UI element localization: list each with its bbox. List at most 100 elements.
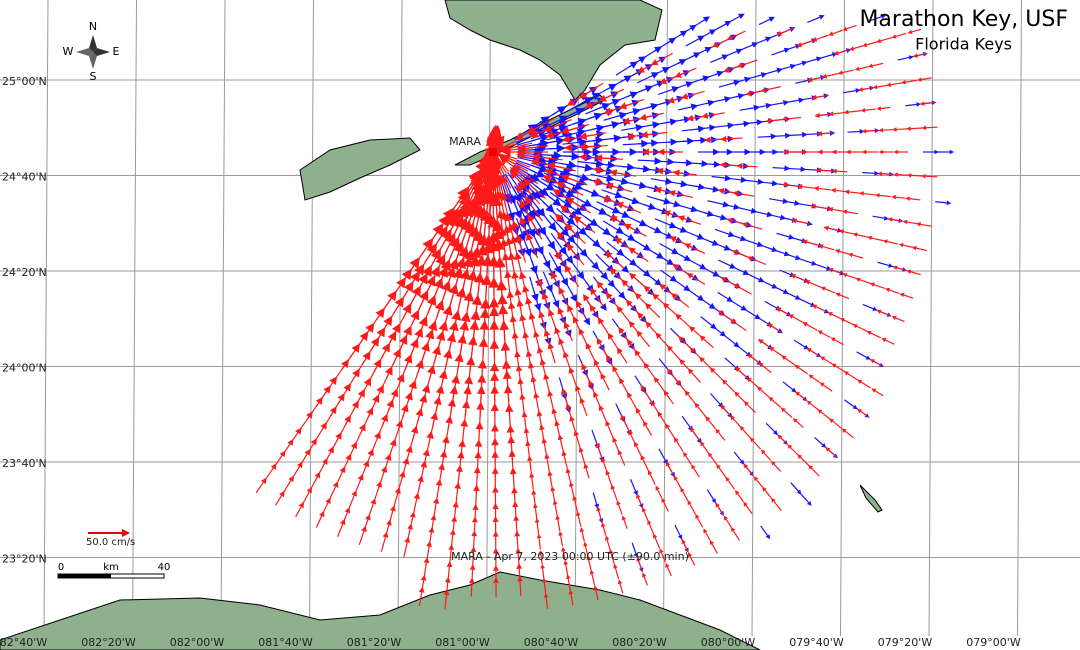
lat-label: 24°40'N (2, 171, 47, 184)
vector-head (811, 304, 818, 310)
lon-label: 079°20'W (878, 636, 933, 649)
vector-head (552, 499, 558, 505)
vector-shaft (906, 221, 918, 225)
vector-shaft (734, 321, 747, 332)
vector-head (500, 211, 509, 220)
vector-shaft (747, 224, 763, 230)
current-vector (533, 503, 538, 520)
vector-shaft (609, 207, 624, 215)
current-vector (678, 335, 693, 350)
vector-head (908, 55, 914, 60)
vector-head (628, 429, 634, 436)
vector-head (499, 320, 510, 331)
vector-head (573, 215, 582, 224)
vector-shaft (650, 69, 664, 77)
vector-shaft (336, 523, 344, 538)
vector-shaft (832, 269, 843, 275)
vector-shaft (745, 272, 760, 281)
vector-shaft (623, 519, 628, 530)
vector-shaft (768, 198, 784, 202)
current-vector (810, 204, 829, 210)
vector-shaft (567, 217, 582, 231)
lon-label: 081°20'W (347, 636, 402, 649)
current-vector (595, 442, 603, 459)
current-vector (783, 200, 801, 206)
vector-head (491, 437, 499, 446)
vector-shaft (619, 453, 626, 466)
vector-head (438, 369, 448, 380)
vector-shaft (681, 415, 691, 428)
vector-head (470, 546, 477, 553)
vector-shaft (639, 334, 651, 348)
vector-shaft (757, 135, 771, 138)
vector-head (859, 191, 865, 196)
vector-head (399, 334, 408, 345)
vector-head (730, 526, 736, 533)
vector-head (367, 448, 374, 457)
vector-head (463, 290, 475, 302)
vector-head (652, 293, 660, 301)
vector-shaft (917, 52, 928, 57)
current-vector (746, 377, 759, 389)
vector-head (737, 13, 745, 20)
vector-head (636, 493, 641, 499)
vector-head (376, 384, 384, 394)
vector-shaft (862, 87, 873, 91)
vector-shaft (910, 127, 923, 130)
current-vector (881, 337, 895, 345)
lon-line (132, 0, 137, 637)
vector-shaft (889, 289, 900, 294)
vector-head (782, 149, 789, 155)
vector-head (518, 271, 527, 280)
vector-head (867, 235, 873, 241)
vector-shaft (687, 90, 705, 97)
current-vector (870, 14, 887, 22)
vector-head (811, 36, 818, 42)
vector-head (546, 161, 556, 171)
current-vector (683, 451, 692, 465)
vector-shaft (637, 159, 655, 162)
current-vector (788, 314, 805, 324)
lon-label: 082°20'W (81, 636, 136, 649)
vector-head (650, 400, 656, 407)
vector-head (792, 418, 798, 423)
vector-head (409, 511, 416, 518)
vector-head (279, 490, 285, 498)
vector-shaft (921, 77, 932, 81)
vector-shaft (546, 458, 551, 473)
vector-head (737, 62, 744, 68)
vector-shaft (725, 519, 732, 529)
lat-label: 24°20'N (2, 266, 47, 279)
current-vector (821, 72, 840, 79)
vector-head (816, 131, 823, 137)
current-vector (600, 372, 610, 391)
vector-shaft (605, 176, 622, 182)
vector-shaft (523, 214, 532, 231)
scale: 50.0 cm/s 0 km 40 (57, 529, 170, 579)
vector-head (426, 294, 437, 306)
vector-shaft (607, 425, 614, 439)
vector-head (843, 371, 849, 376)
vector-head (384, 453, 392, 461)
vector-head (916, 222, 921, 227)
vector-head (681, 539, 686, 545)
vector-head (323, 385, 331, 394)
vector-head (466, 356, 476, 366)
vector-head (635, 407, 641, 414)
vector-shaft (697, 406, 707, 418)
vector-shaft (790, 482, 799, 492)
current-vector (919, 101, 936, 106)
vector-head (414, 263, 425, 276)
vector-shaft (602, 157, 623, 160)
vector-shaft (423, 562, 428, 577)
vector-head (680, 93, 689, 100)
vector-head (788, 314, 794, 319)
current-vector (533, 391, 540, 414)
vector-shaft (657, 489, 663, 499)
vector-head (781, 355, 787, 361)
vector-shaft (821, 132, 833, 135)
vector-head (525, 296, 533, 305)
vector-head (736, 162, 743, 169)
vector-head (418, 586, 425, 593)
vector-head (817, 330, 823, 335)
